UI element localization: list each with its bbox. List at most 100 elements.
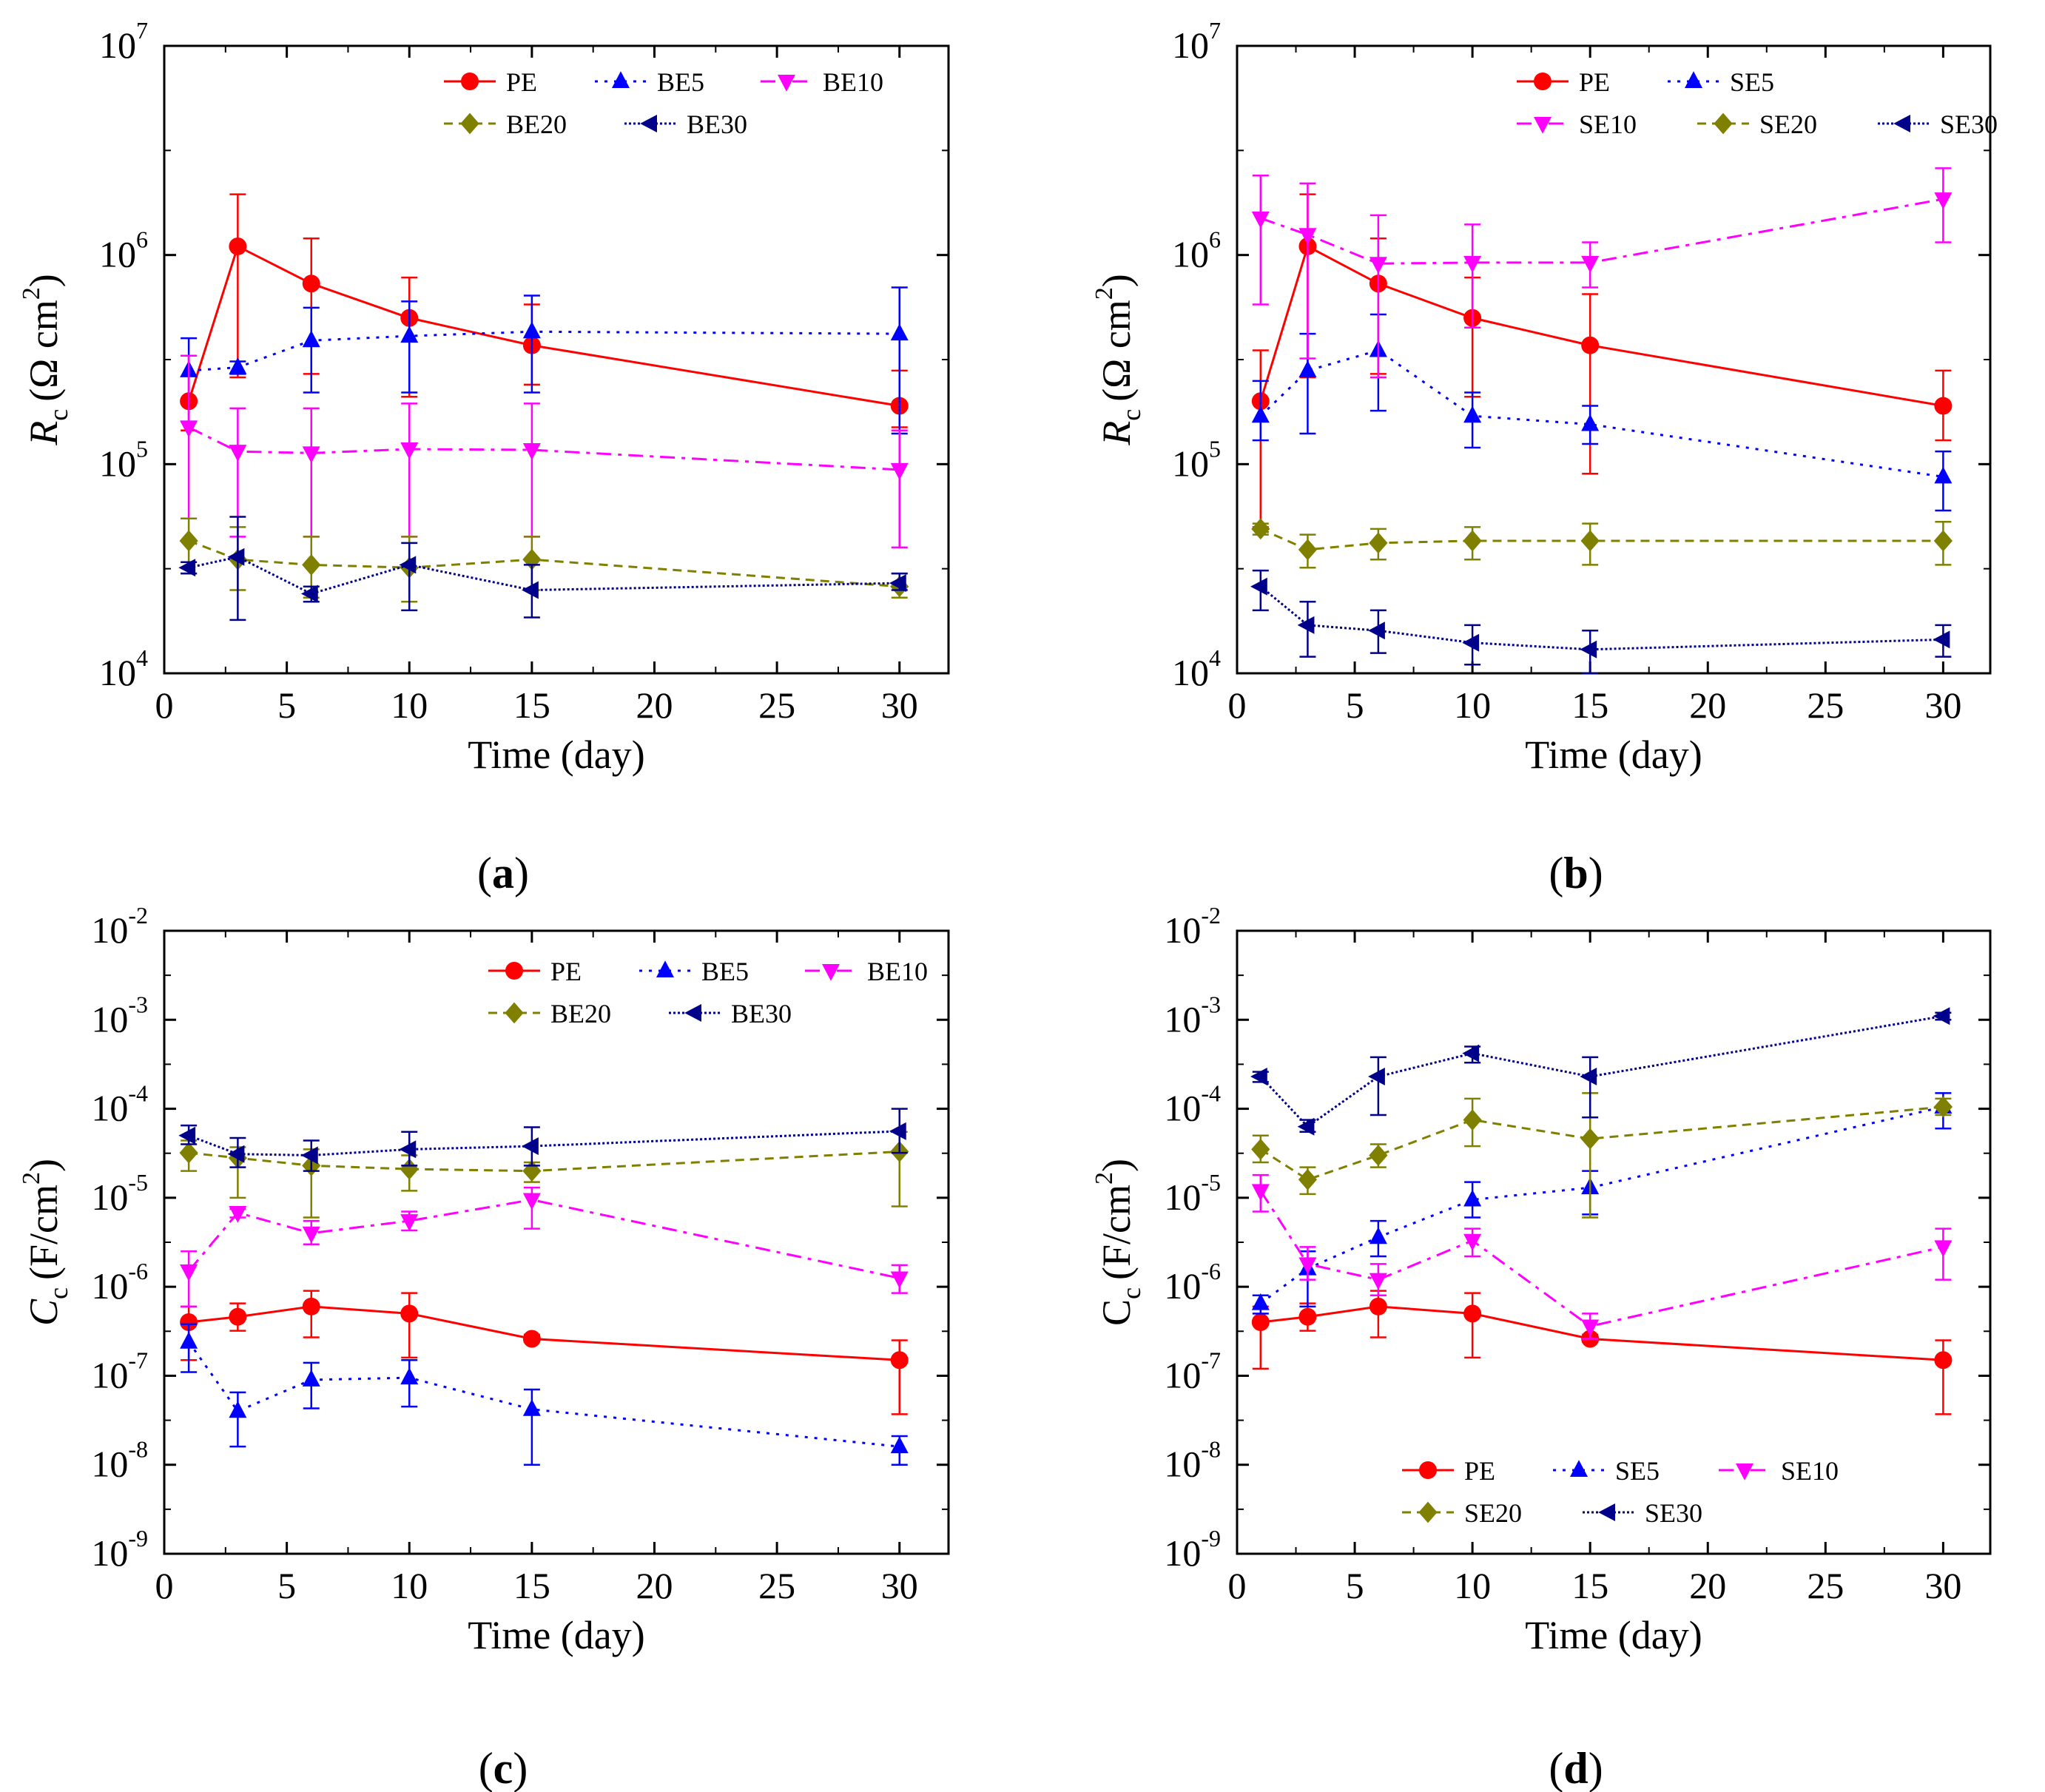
data-point [890,1351,909,1370]
series-SE10 [1251,1173,1953,1340]
panel-label-letter: c [493,1744,513,1792]
legend-marker [1570,1460,1588,1477]
y-tick-base: 10 [91,1354,128,1395]
series-line [1259,244,1944,408]
y-tick-exponent: -5 [128,1169,148,1196]
y-tick-label: 10-8 [1164,1436,1221,1485]
y-axis-subscript: c [44,409,73,421]
data-point [1462,1044,1480,1062]
data-point [1298,1168,1318,1190]
series-line [188,1130,900,1156]
series-line [1260,198,1944,265]
x-tick-label: 0 [1228,1565,1247,1606]
legend-marker [1419,1461,1437,1479]
series-BE30 [178,516,908,622]
data-point [227,548,245,566]
panel-label-open: ( [479,1744,493,1792]
y-tick-label: 10-5 [91,1169,148,1218]
legend-marker [1598,1503,1615,1521]
data-point [1369,532,1388,554]
x-tick-label: 5 [1346,684,1364,726]
data-point [1933,630,1950,649]
data-point [1250,577,1267,596]
y-tick-base: 10 [99,442,136,484]
y-tick-base: 10 [1164,1354,1201,1395]
y-tick-label: 107 [99,17,148,66]
data-point [302,274,320,293]
y-axis-superscript: 2 [18,1172,45,1185]
legend-marker [1685,71,1702,88]
data-point [522,1137,539,1156]
y-tick-base: 10 [1164,1265,1201,1307]
series-BE20 [179,517,909,603]
data-point [522,1330,541,1348]
data-point [400,1214,419,1231]
legend-marker [505,1002,524,1024]
y-axis-label: Rc (Ω cm2) [1091,274,1146,446]
x-axis-label: Time (day) [1525,1613,1702,1657]
legend-item-SE20: SE20 [1402,1498,1522,1528]
y-tick-label: 10-9 [1164,1525,1221,1574]
data-point [1368,1068,1385,1086]
x-tick-label: 25 [758,1565,795,1606]
data-point [889,574,906,593]
legend-label: SE20 [1464,1498,1522,1528]
data-point [1581,336,1600,354]
y-axis-label: Rc (Ω cm2) [18,274,73,446]
y-tick-base: 10 [99,234,136,275]
data-point [400,1158,419,1180]
y-tick-exponent: 5 [1209,435,1221,462]
legend-label: SE10 [1579,110,1637,139]
x-tick-label: 10 [1454,1565,1491,1606]
data-point [1369,1273,1387,1290]
data-point [400,442,419,459]
y-axis-close: ) [21,1159,66,1172]
y-tick-base: 10 [1172,652,1209,693]
data-point [1580,530,1600,552]
data-point [1934,466,1953,484]
data-point [1934,1351,1953,1370]
x-tick-label: 0 [1228,684,1247,726]
x-tick-label: 25 [1807,684,1844,726]
y-tick-exponent: -6 [128,1258,148,1284]
legend-label: PE [1464,1456,1495,1486]
legend-marker [656,960,674,977]
panel-label-letter: d [1563,1744,1588,1792]
x-axis-label: Time (day) [468,732,645,777]
series-SE5 [1251,1092,1953,1315]
legend-item-BE5: BE5 [639,957,749,986]
data-point [1298,228,1317,246]
legend-marker [461,73,479,90]
data-point [229,445,247,462]
data-point [889,1122,906,1140]
y-axis-unit: (Ω cm [1094,300,1139,402]
data-point [1369,1227,1387,1244]
y-axis-close: ) [1094,1159,1139,1172]
data-point [302,554,321,576]
series-SE20 [1251,1092,1953,1219]
series-line [1259,585,1944,651]
y-tick-exponent: 7 [1209,17,1221,44]
legend-label: BE30 [731,999,792,1028]
legend-marker [1714,112,1733,135]
data-point [180,1264,198,1281]
series-line [1260,1305,1944,1361]
x-tick-label: 15 [1571,1565,1608,1606]
series-line [1260,528,1944,551]
y-tick-base: 10 [1164,909,1201,951]
y-tick-base: 10 [1172,442,1209,484]
data-point [1934,192,1953,209]
legend-item-SE10: SE10 [1719,1456,1839,1486]
series-line [1259,348,1944,478]
data-point [302,1297,320,1316]
data-point [890,462,909,480]
series-line [1259,1190,1944,1328]
data-point [890,1271,909,1289]
x-tick-label: 20 [636,684,673,726]
y-tick-base: 10 [99,652,136,693]
series-PE [1251,1290,1953,1415]
y-tick-label: 10-2 [91,902,148,951]
data-point [302,330,320,348]
y-tick-label: 104 [1172,644,1221,693]
x-tick-label: 20 [636,1565,673,1606]
